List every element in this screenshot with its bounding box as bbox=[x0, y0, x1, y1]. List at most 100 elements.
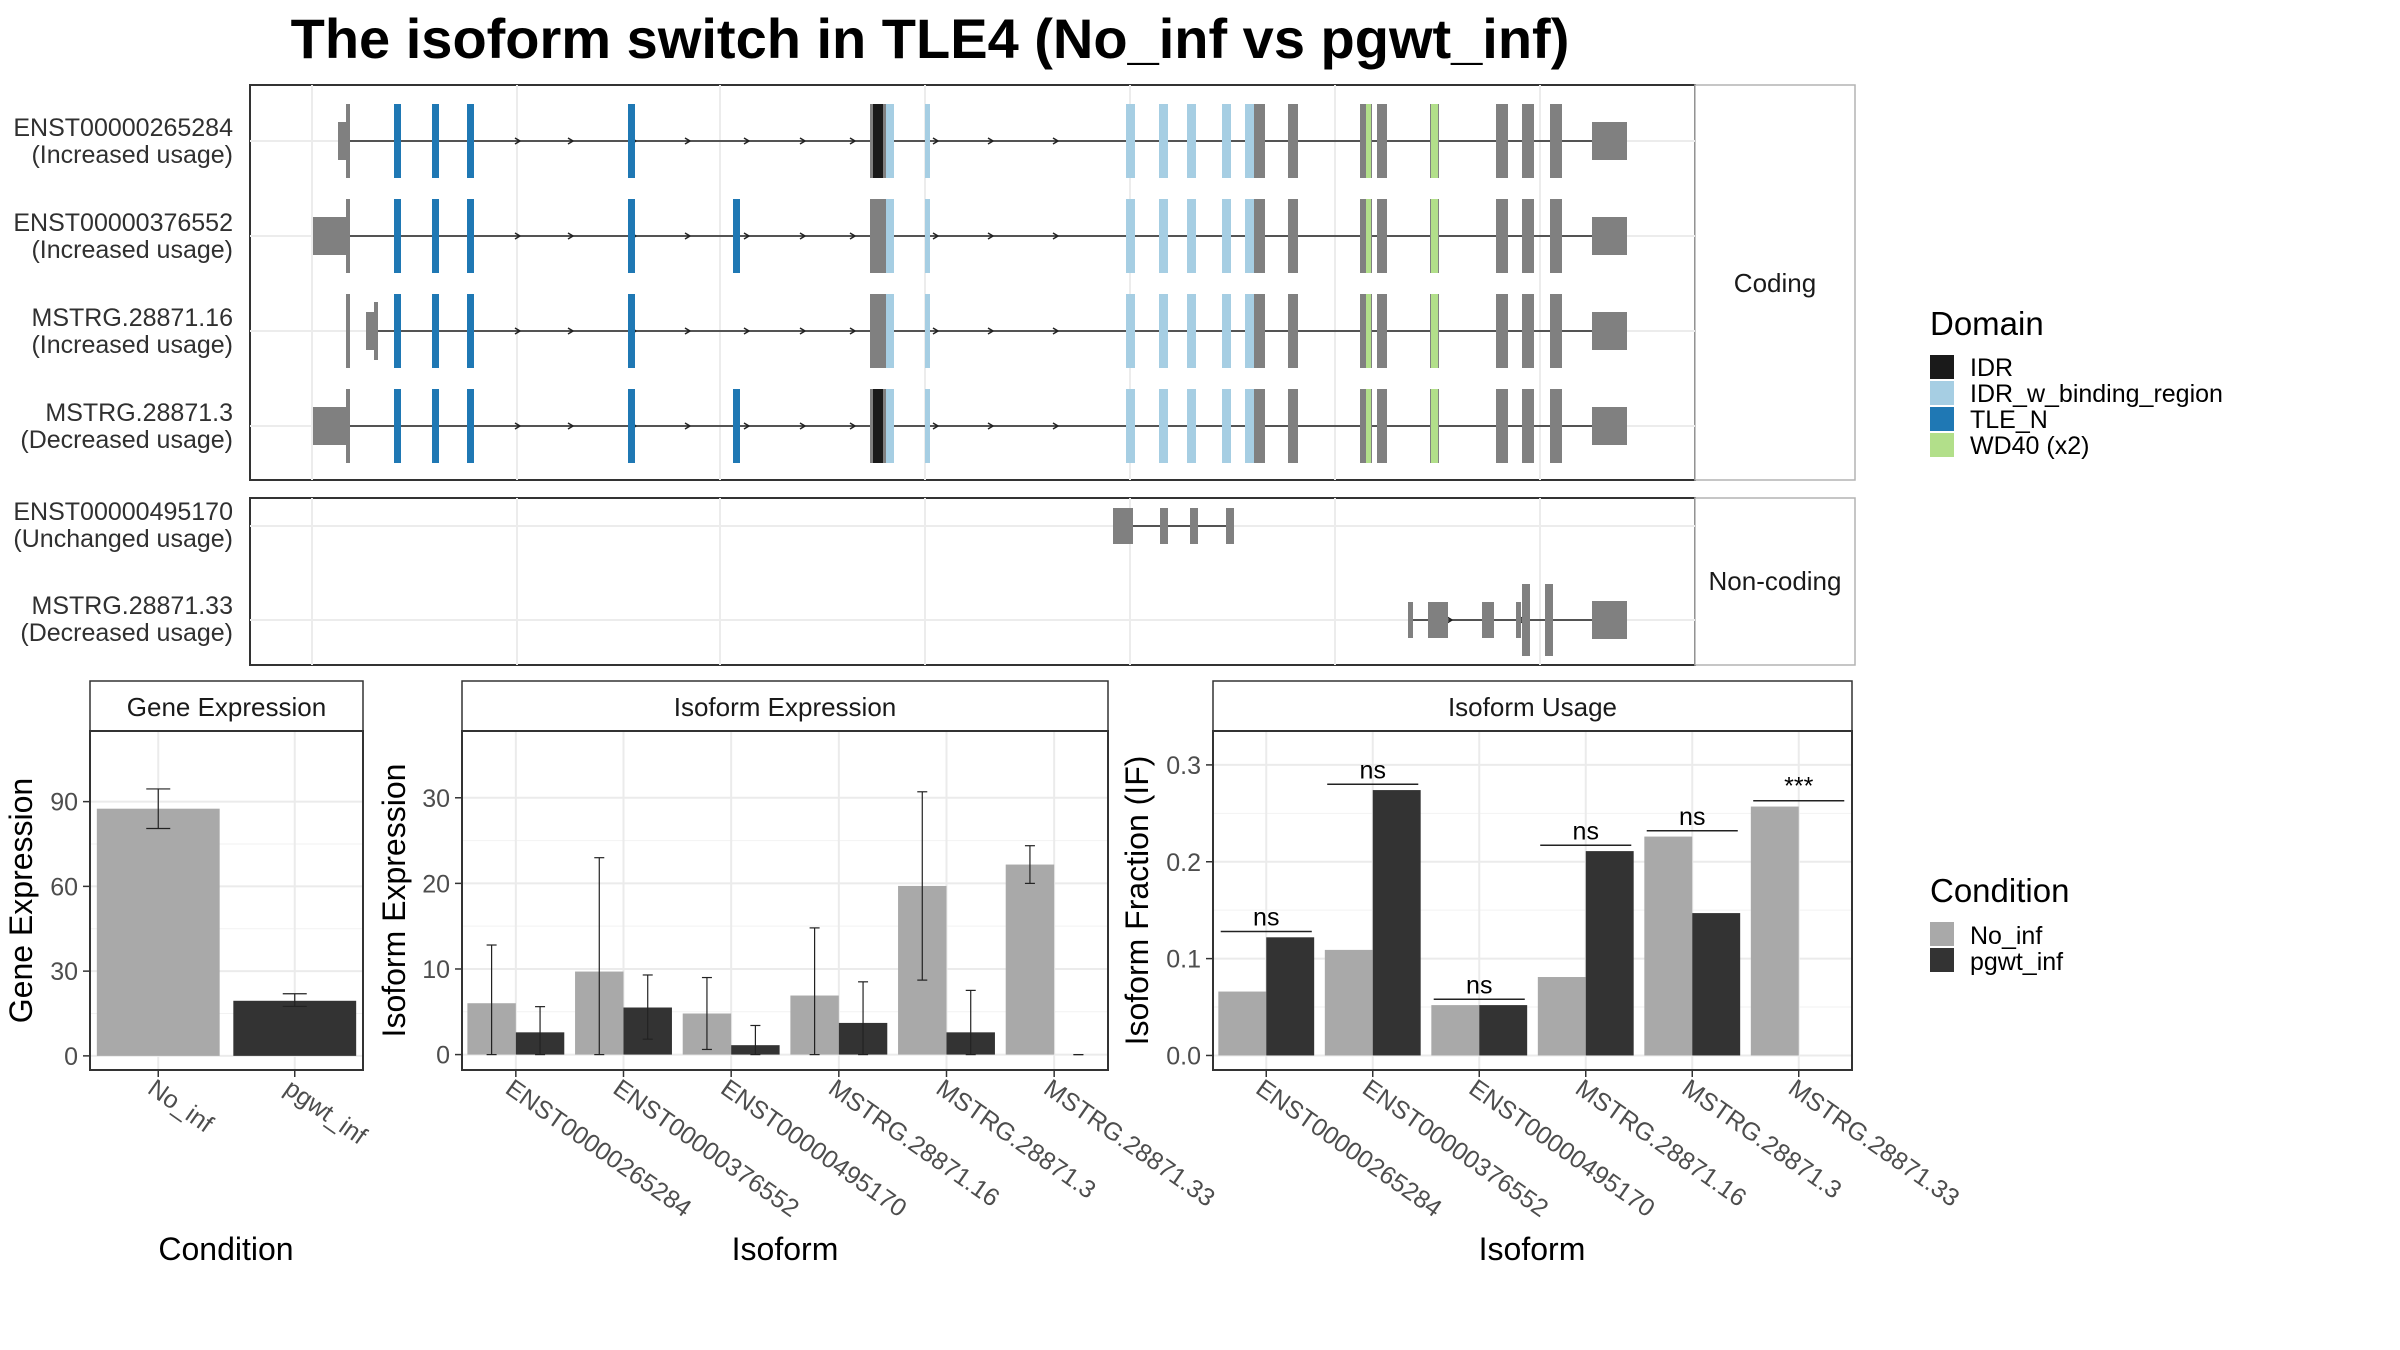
x-tick-label: pgwt_inf bbox=[279, 1074, 371, 1150]
x-axis-title: Condition bbox=[158, 1231, 293, 1267]
cds-exon bbox=[1550, 199, 1562, 273]
x-axis-title: Isoform bbox=[1479, 1231, 1586, 1267]
bar bbox=[1537, 977, 1586, 1056]
wd40-exon bbox=[1366, 104, 1371, 178]
isoform-label-usage: (Unchanged usage) bbox=[13, 525, 233, 553]
wd40-exon bbox=[1366, 199, 1371, 273]
cds-exon bbox=[1496, 389, 1508, 463]
significance-label: *** bbox=[1784, 773, 1813, 801]
bar bbox=[1372, 790, 1421, 1056]
strand-arrow bbox=[684, 137, 692, 145]
strand-arrow bbox=[1446, 616, 1454, 624]
coding-strip-label: Coding bbox=[1734, 268, 1816, 298]
idr-binding-exon bbox=[1187, 389, 1196, 463]
cds-exon bbox=[1377, 294, 1387, 368]
cds-exon bbox=[1288, 294, 1298, 368]
strand-arrow bbox=[799, 422, 807, 430]
cds-exon bbox=[1254, 294, 1265, 368]
tle-n-exon bbox=[467, 389, 474, 463]
bar bbox=[1644, 836, 1693, 1056]
strand-arrow bbox=[743, 232, 751, 240]
tle-n-exon bbox=[394, 199, 401, 273]
strand-arrow bbox=[932, 137, 940, 145]
cds-exon bbox=[346, 199, 350, 273]
idr-binding-exon bbox=[1187, 294, 1196, 368]
idr-binding-exon bbox=[886, 389, 894, 463]
tle-n-exon bbox=[432, 389, 439, 463]
idr-binding-exon bbox=[1222, 294, 1231, 368]
idr-exon bbox=[873, 104, 883, 178]
noncoding-exon bbox=[1226, 508, 1234, 544]
x-tick-label: ENST00000495170 bbox=[1464, 1074, 1660, 1223]
y-tick-label: 30 bbox=[50, 958, 78, 986]
y-axis-title: Gene Expression bbox=[3, 778, 39, 1023]
cds-exon bbox=[1254, 199, 1265, 273]
strand-arrow bbox=[849, 232, 857, 240]
facet-strip-label: Gene Expression bbox=[127, 692, 326, 722]
x-tick-label: ENST00000265284 bbox=[1251, 1074, 1447, 1223]
idr-binding-exon bbox=[886, 104, 894, 178]
noncoding-exon bbox=[1522, 584, 1530, 656]
y-tick-label: 0 bbox=[64, 1043, 78, 1071]
legend-swatch-tle-n bbox=[1930, 407, 1954, 431]
isoform-tracks bbox=[250, 85, 1695, 665]
cds-exon bbox=[1522, 199, 1534, 273]
panel-border bbox=[89, 730, 364, 1071]
strand-arrow bbox=[932, 232, 940, 240]
isoform-label-id: MSTRG.28871.16 bbox=[32, 304, 234, 332]
idr-binding-exon bbox=[1222, 104, 1231, 178]
wd40-exon bbox=[1366, 389, 1371, 463]
idr-binding-exon bbox=[1187, 199, 1196, 273]
cds-exon bbox=[1377, 199, 1387, 273]
idr-binding-exon bbox=[886, 294, 894, 368]
strand-arrow bbox=[799, 327, 807, 335]
bar bbox=[1266, 937, 1315, 1056]
y-tick-label: 0.0 bbox=[1166, 1042, 1201, 1070]
idr-binding-exon bbox=[1187, 104, 1196, 178]
isoform-label-usage: (Decreased usage) bbox=[20, 426, 233, 454]
bar bbox=[96, 808, 220, 1056]
tle-n-exon bbox=[432, 104, 439, 178]
tle-n-exon bbox=[467, 104, 474, 178]
legend-swatch-no-inf bbox=[1930, 922, 1954, 946]
legend-label-tle-n: TLE_N bbox=[1970, 406, 2048, 434]
cds-exon bbox=[1550, 389, 1562, 463]
tle-n-exon bbox=[628, 199, 635, 273]
y-tick-label: 0 bbox=[436, 1042, 450, 1070]
domain-legend-title: Domain bbox=[1930, 305, 2044, 342]
cds-exon bbox=[870, 294, 888, 368]
cds-exon bbox=[1377, 389, 1387, 463]
significance-label: ns bbox=[1573, 817, 1599, 845]
y-tick-label: 90 bbox=[50, 789, 78, 817]
significance-label: ns bbox=[1466, 971, 1492, 999]
y-tick-label: 60 bbox=[50, 873, 78, 901]
strand-arrow bbox=[567, 327, 575, 335]
strand-arrow bbox=[514, 137, 522, 145]
cds-exon bbox=[1522, 294, 1534, 368]
legend-label-no-inf: No_inf bbox=[1970, 922, 2042, 950]
legend-label-pgwt-inf: pgwt_inf bbox=[1970, 948, 2063, 976]
strand-arrow bbox=[799, 137, 807, 145]
strand-arrow bbox=[849, 327, 857, 335]
idr-binding-exon bbox=[1245, 294, 1254, 368]
strand-arrow bbox=[1052, 327, 1060, 335]
legend-swatch-pgwt-inf bbox=[1930, 948, 1954, 972]
idr-binding-exon bbox=[886, 199, 894, 273]
strand-arrow bbox=[1052, 232, 1060, 240]
utr-exon bbox=[1592, 312, 1627, 350]
utr-exon bbox=[1592, 407, 1627, 445]
noncoding-exon bbox=[1113, 508, 1133, 544]
isoform-label-usage: (Increased usage) bbox=[31, 331, 233, 359]
idr-binding-exon bbox=[1245, 199, 1254, 273]
noncoding-exon bbox=[1545, 584, 1553, 656]
cds-exon bbox=[1522, 104, 1534, 178]
tle-n-exon bbox=[733, 389, 740, 463]
noncoding-panel-border bbox=[249, 497, 1696, 666]
strand-arrow bbox=[743, 137, 751, 145]
utr-exon bbox=[366, 312, 374, 350]
utr-exon bbox=[1592, 217, 1627, 255]
y-tick-label: 0.3 bbox=[1166, 752, 1201, 780]
bar bbox=[1692, 913, 1741, 1056]
legend-label-idr: IDR bbox=[1970, 354, 2013, 382]
figure-title: The isoform switch in TLE4 (No_inf vs pg… bbox=[291, 7, 1570, 70]
